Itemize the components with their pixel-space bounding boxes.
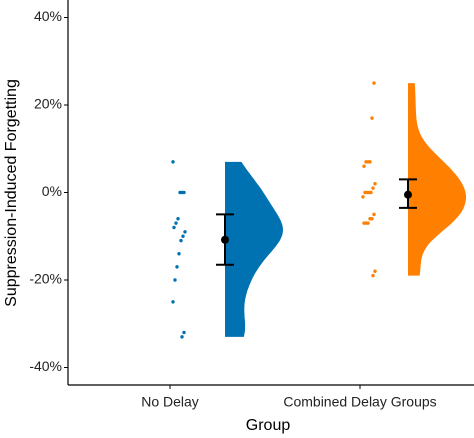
x-tick-label: No Delay bbox=[141, 394, 199, 410]
y-tick-label: -20% bbox=[29, 271, 62, 287]
x-axis-title: Group bbox=[246, 417, 291, 434]
data-point bbox=[371, 273, 375, 278]
data-point bbox=[372, 212, 376, 217]
data-point bbox=[176, 217, 180, 221]
data-point bbox=[362, 164, 366, 168]
x-tick-label: Combined Delay Groups bbox=[283, 394, 436, 410]
mean-point bbox=[404, 190, 412, 199]
data-point bbox=[373, 269, 377, 273]
data-point bbox=[371, 186, 375, 190]
data-point bbox=[363, 190, 367, 195]
data-point bbox=[172, 225, 176, 230]
data-point bbox=[370, 116, 374, 120]
half-violin bbox=[408, 83, 466, 276]
data-point bbox=[183, 230, 187, 234]
half-violin bbox=[225, 161, 283, 337]
y-tick-label: 20% bbox=[34, 96, 62, 112]
data-point bbox=[171, 160, 175, 164]
data-point bbox=[180, 335, 184, 339]
data-point bbox=[174, 221, 178, 225]
data-point bbox=[178, 190, 182, 195]
data-point bbox=[177, 252, 181, 256]
data-point bbox=[361, 195, 365, 199]
y-axis-title: Suppression-Induced Forgetting bbox=[3, 79, 20, 307]
data-point bbox=[364, 160, 368, 164]
data-point bbox=[179, 238, 183, 243]
y-tick-label: -40% bbox=[29, 358, 62, 374]
y-tick-label: 40% bbox=[34, 8, 62, 24]
data-point bbox=[173, 278, 177, 282]
data-point bbox=[362, 221, 366, 225]
y-tick-label: 0% bbox=[42, 183, 62, 199]
data-point bbox=[175, 265, 179, 269]
data-point bbox=[373, 182, 377, 186]
data-point bbox=[368, 217, 372, 221]
data-point bbox=[372, 81, 376, 85]
data-point bbox=[171, 300, 175, 304]
data-point bbox=[181, 234, 185, 238]
data-point bbox=[182, 330, 186, 335]
mean-point bbox=[221, 235, 229, 244]
